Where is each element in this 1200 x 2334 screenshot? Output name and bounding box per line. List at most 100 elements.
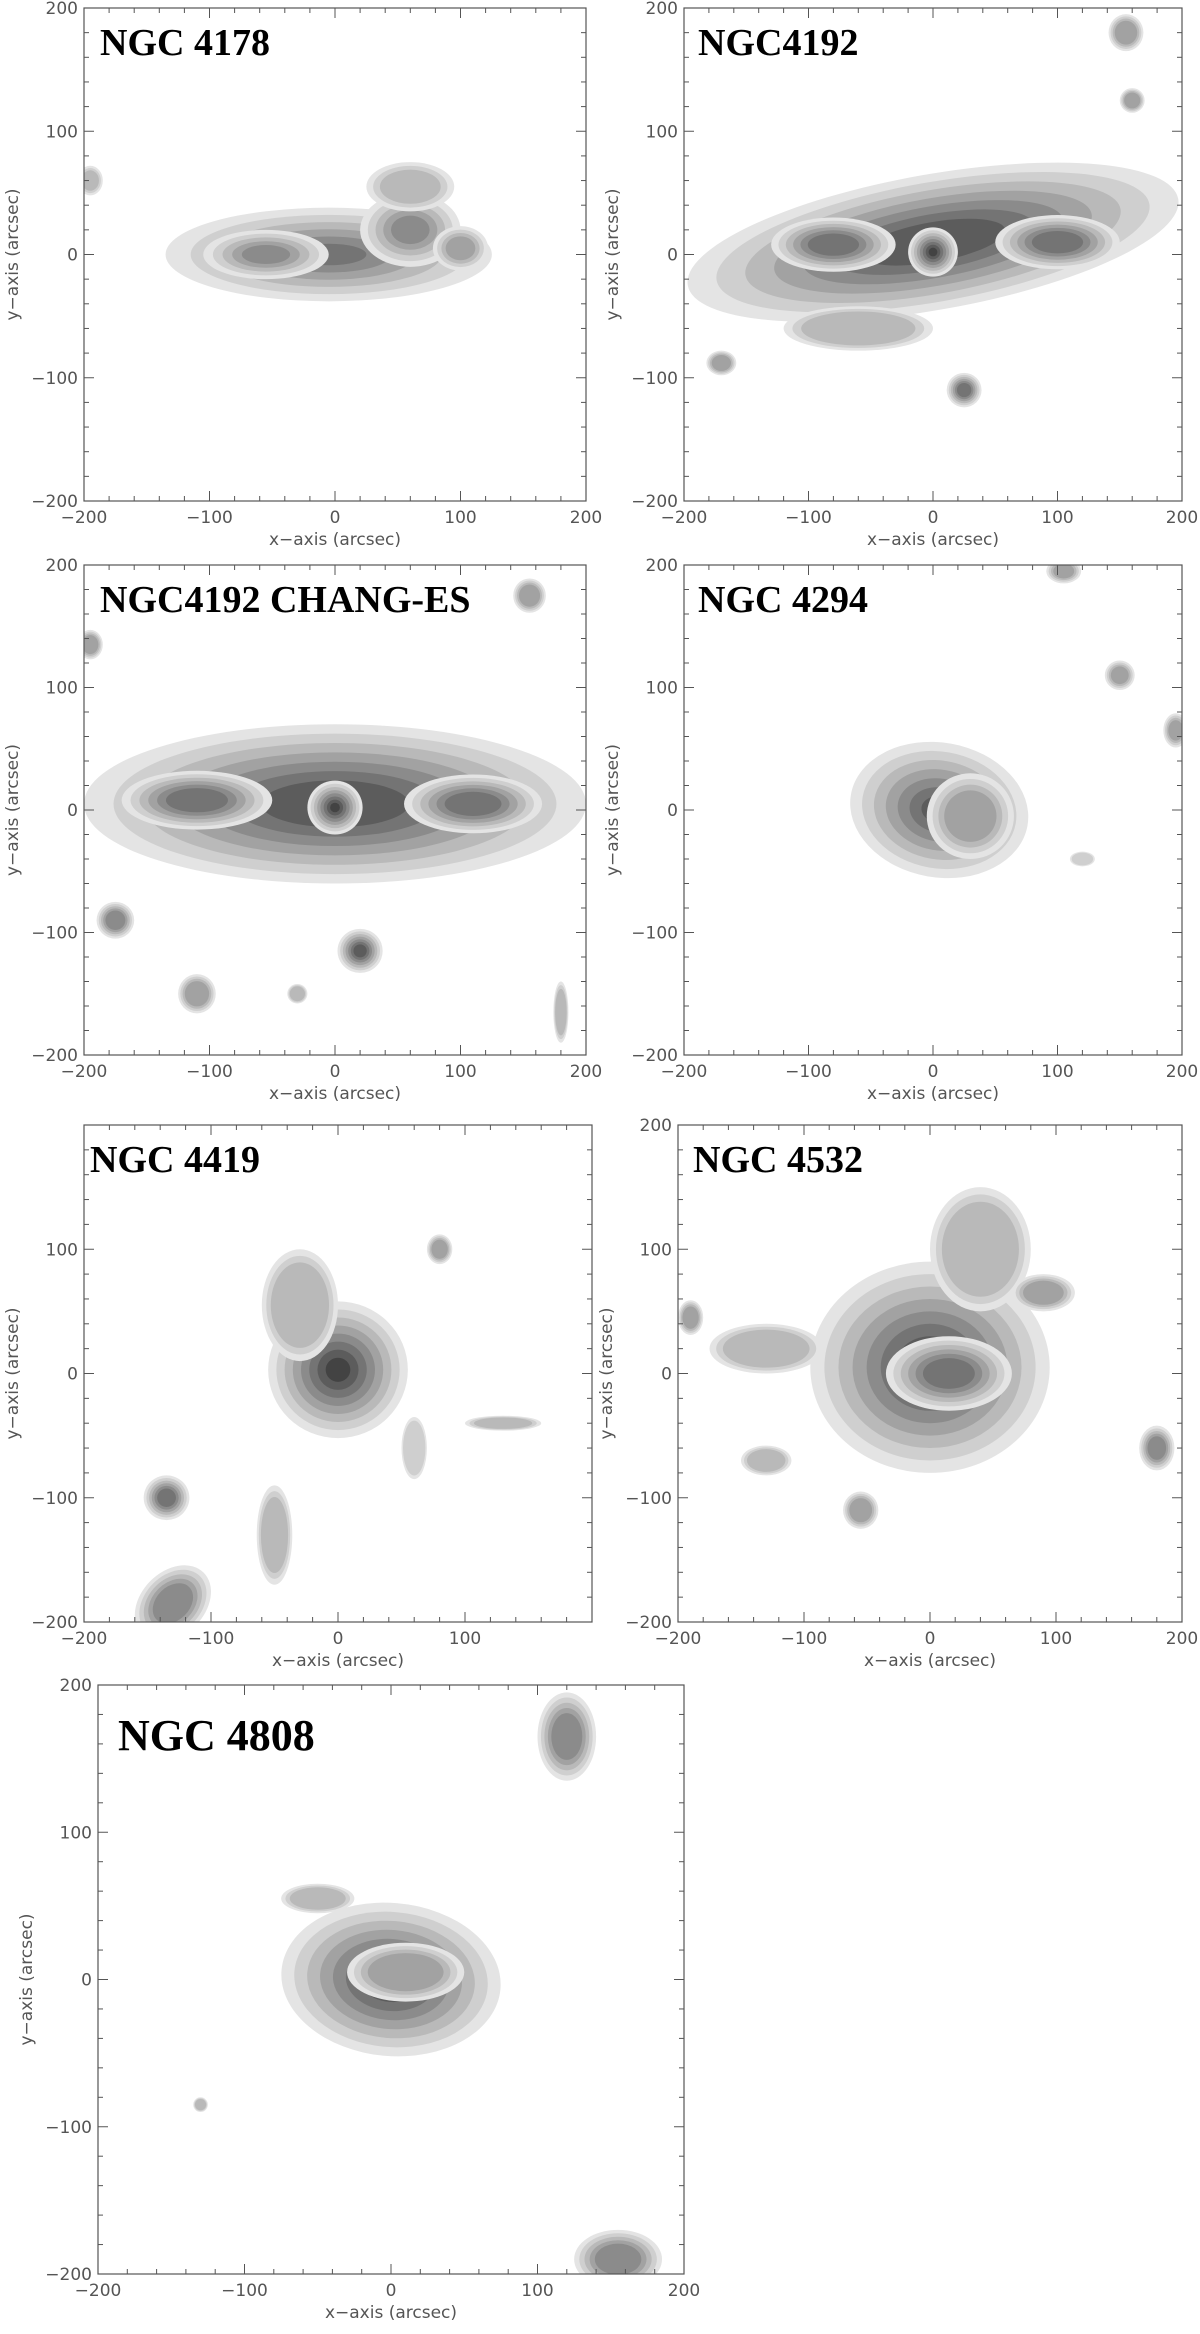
x-tick-label: −100 [221,2281,268,2301]
x-tick-label: −200 [61,508,108,528]
y-tick-label: 100 [46,1240,78,1260]
panel-1: −200 −100 0 100 200 −200 −100 0 100 200 x−axis (ar… [603,0,1198,550]
x-tick-label: 100 [1040,1629,1072,1649]
x-tick-label: 200 [570,1062,602,1082]
y-tick-label: 100 [60,1823,92,1843]
y-tick-label: −100 [31,369,78,389]
x-tick-label: 0 [333,1629,344,1649]
y-tick-label: −200 [45,2265,92,2285]
x-tick-label: 0 [928,508,939,528]
panel-title: NGC 4532 [693,1139,863,1181]
contour-plot [684,565,1182,1055]
x-tick-label: 100 [449,1629,481,1649]
y-tick-label: 0 [67,1365,78,1385]
contour-band-8-2 [746,1449,786,1472]
y-axis-label: y−axis (arcsec) [603,188,623,320]
contour-band-4-6 [353,944,367,958]
contour-band-6-3 [849,1498,873,1523]
axis-ticks [683,564,1183,1056]
panel-title: NGC 4808 [118,1711,315,1760]
y-tick-label: 200 [60,1676,92,1696]
x-tick-label: 0 [330,508,341,528]
contour-plot [84,8,586,501]
contour-band-1-7 [330,802,340,813]
x-tick-label: 100 [1041,1062,1073,1082]
y-axis-label: y−axis (arcsec) [603,744,623,876]
contour-band-3-2 [722,1329,810,1368]
axis-ticks [83,1124,593,1623]
x-tick-label: −100 [785,508,832,528]
axis-ticks [83,564,587,1056]
contour-band-4-3 [431,1239,448,1259]
x-tick-label: 100 [1041,508,1073,528]
x-tick-label: 200 [1166,1629,1198,1649]
contour-band-5-4 [1147,1436,1167,1460]
contour-band-2-4 [390,215,430,245]
x-axis-label: x−axis (arcsec) [867,1084,999,1104]
panel-title: NGC4192 CHANG-ES [100,579,471,621]
x-tick-label: −200 [661,508,708,528]
y-tick-label: 100 [46,679,78,699]
contour-band-7-3 [518,584,541,607]
y-tick-label: −100 [631,369,678,389]
y-tick-label: 0 [667,801,678,821]
panel-0: −200 −100 0 100 200 −200 −100 0 100 200 x−axis (ar… [3,0,602,550]
x-tick-label: 0 [386,2281,397,2301]
contour-band-9-2 [289,986,306,1002]
contour-band-7-1 [402,1420,426,1476]
panel-title: NGC 4294 [698,579,868,621]
panel-title: NGC4192 [698,22,858,64]
y-tick-label: −100 [31,924,78,944]
contour-band-1-4 [241,245,291,264]
contour-band-2-5 [157,1488,176,1507]
contour-band-7-3 [1124,92,1141,109]
contour-band-3-3 [1110,666,1129,685]
y-axis-label: y−axis (arcsec) [3,1307,23,1439]
panel-6: −200 −100 0 100 200 −200 −100 0 100 200 x−axis (ar… [17,1676,700,2323]
y-tick-label: 100 [46,122,78,142]
contour-band-5-2 [289,1887,346,1910]
axis-ticks [97,1684,685,2275]
contour-band-7-3 [682,1306,699,1329]
contour-band-4-5 [956,382,972,398]
x-tick-label: −100 [785,1062,832,1082]
panel-3: −200 −100 0 100 200 −200 −100 0 100 200 x−axis (ar… [603,556,1198,1104]
y-tick-label: 200 [646,556,678,576]
x-tick-label: 100 [444,508,476,528]
contour-band-1-7 [928,247,938,257]
x-tick-label: 200 [1166,1062,1198,1082]
y-tick-label: −200 [31,492,78,512]
y-tick-label: 200 [646,0,678,19]
contour-band-4-2 [379,169,441,204]
y-axis-label: y−axis (arcsec) [17,1913,37,2045]
y-tick-label: −100 [625,1489,672,1509]
x-tick-label: 0 [330,1062,341,1082]
x-tick-label: −100 [186,508,233,528]
contour-band-1-3 [944,790,997,842]
y-tick-label: −100 [31,1489,78,1509]
x-tick-label: −200 [661,1062,708,1082]
contour-band-6-2 [260,1497,289,1574]
contour-band-8-2 [801,311,916,346]
x-tick-label: −100 [188,1629,235,1649]
contour-band-2-4 [551,1713,583,1760]
y-tick-label: 0 [667,246,678,266]
axis-ticks [683,7,1183,502]
x-tick-label: −200 [75,2281,122,2301]
y-tick-label: −200 [631,1046,678,1066]
contour-band-3-5 [1031,231,1084,254]
x-tick-label: 200 [1166,508,1198,528]
x-tick-label: −200 [655,1629,702,1649]
contour-plot [678,1125,1182,1622]
panel-title: NGC 4419 [90,1139,260,1181]
y-tick-label: 200 [46,556,78,576]
x-tick-label: −200 [61,1062,108,1082]
contour-band-8-3 [84,635,99,655]
y-tick-label: 0 [67,246,78,266]
contour-band-1-5 [922,1358,975,1389]
x-axis-label: x−axis (arcsec) [325,2303,457,2323]
contour-band-1-2 [270,1262,330,1348]
contour-plot [98,1685,684,2274]
axis-ticks [83,7,587,502]
